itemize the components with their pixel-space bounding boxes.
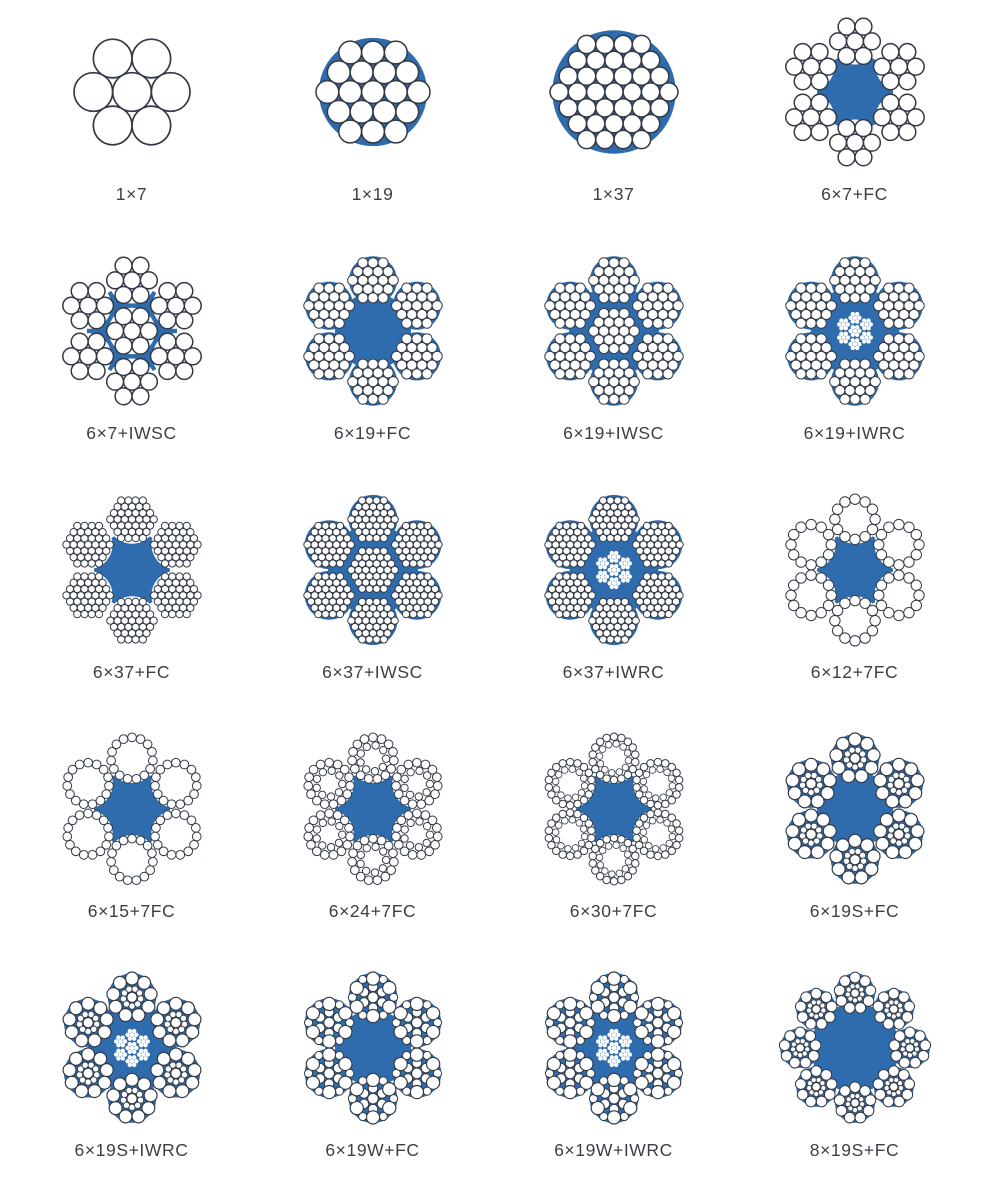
cross-section-svg [778,971,931,1124]
cross-section-svg [784,256,925,406]
cross-section-svg [543,494,684,646]
rope-diagram-cell: 6×19+IWRC [734,243,975,482]
rope-cross-section-drawing [263,6,483,178]
rope-diagram-cell: 6×30+7FC [493,721,734,960]
cross-section-svg [303,971,442,1125]
rope-cross-section-drawing [504,723,724,895]
rope-construction-label: 6×15+7FC [87,901,176,921]
rope-cross-section-drawing [745,6,965,178]
rope-diagram-cell: 1×7 [11,4,252,243]
rope-construction-label: 8×19S+FC [809,1140,900,1160]
rope-construction-label: 6×19S+IWRC [74,1140,189,1160]
rope-diagram-cell: 1×37 [493,4,734,243]
cross-section-svg [61,732,202,886]
cross-section-svg [543,256,684,406]
rope-construction-label: 6×19W+IWRC [554,1140,673,1160]
rope-construction-label: 6×37+FC [92,662,171,682]
rope-construction-label: 6×12+7FC [810,662,899,682]
rope-diagram-cell: 6×7+IWSC [11,243,252,482]
cross-section-svg [784,493,925,647]
rope-diagram-cell: 6×37+IWSC [252,482,493,721]
rope-construction-label: 6×37+IWRC [562,662,665,682]
cross-section-svg [61,494,202,646]
rope-diagram-cell: 1×19 [252,4,493,243]
rope-cross-section-drawing [504,6,724,178]
rope-cross-section-drawing [263,484,483,656]
rope-cross-section-drawing [745,245,965,417]
cross-section-svg [314,37,431,147]
rope-construction-label: 6×19W+FC [325,1140,420,1160]
cross-section-svg [302,494,443,646]
rope-diagram-cell: 6×12+7FC [734,482,975,721]
rope-construction-label: 6×19+IWRC [803,423,906,443]
rope-construction-label: 1×7 [115,184,148,204]
rope-cross-section-drawing [22,6,242,178]
rope-cross-section-drawing [745,723,965,895]
rope-diagram-cell: 6×19S+IWRC [11,960,252,1199]
rope-construction-label: 6×7+FC [821,184,888,204]
rope-cross-section-drawing [22,962,242,1134]
rope-diagram-cell: 6×24+7FC [252,721,493,960]
rope-construction-label: 6×37+IWSC [322,662,423,682]
rope-cross-section-drawing [745,484,965,656]
rope-construction-label: 6×19S+FC [809,901,900,921]
cross-section-svg [302,732,443,886]
rope-cross-section-drawing [22,484,242,656]
cross-section-svg [784,17,925,167]
rope-cross-section-drawing [745,962,965,1134]
rope-cross-section-drawing [504,484,724,656]
rope-cross-section-drawing [22,723,242,895]
rope-construction-label: 6×7+IWSC [86,423,177,443]
rope-construction-label: 6×24+7FC [328,901,417,921]
rope-cross-section-drawing [263,723,483,895]
cross-section-svg [72,38,191,146]
rope-construction-label: 6×19+IWSC [563,423,664,443]
rope-diagram-cell: 6×19+FC [252,243,493,482]
rope-cross-section-drawing [504,245,724,417]
rope-diagram-cell: 6×7+FC [734,4,975,243]
rope-diagram-cell: 6×37+FC [11,482,252,721]
cross-section-svg [544,971,683,1125]
cross-section-svg [548,30,679,154]
rope-diagram-cell: 6×19W+IWRC [493,960,734,1199]
rope-cross-section-drawing [504,962,724,1134]
rope-diagram-cell: 6×37+IWRC [493,482,734,721]
rope-diagram-cell: 6×19+IWSC [493,243,734,482]
rope-cross-section-drawing [263,962,483,1134]
rope-construction-label: 6×19+FC [333,423,412,443]
rope-diagram-cell: 6×19W+FC [252,960,493,1199]
cross-section-svg [61,971,202,1124]
rope-construction-label: 1×19 [351,184,394,204]
rope-cross-section-drawing [22,245,242,417]
rope-diagram-cell: 6×15+7FC [11,721,252,960]
rope-diagram-cell: 6×19S+FC [734,721,975,960]
cross-section-svg [302,256,443,406]
rope-diagram-cell: 8×19S+FC [734,960,975,1199]
rope-cross-section-drawing [263,245,483,417]
cross-section-svg [544,732,683,886]
cross-section-svg [784,732,925,885]
cross-section-svg [61,256,202,406]
rope-construction-label: 1×37 [592,184,635,204]
rope-construction-label: 6×30+7FC [569,901,658,921]
